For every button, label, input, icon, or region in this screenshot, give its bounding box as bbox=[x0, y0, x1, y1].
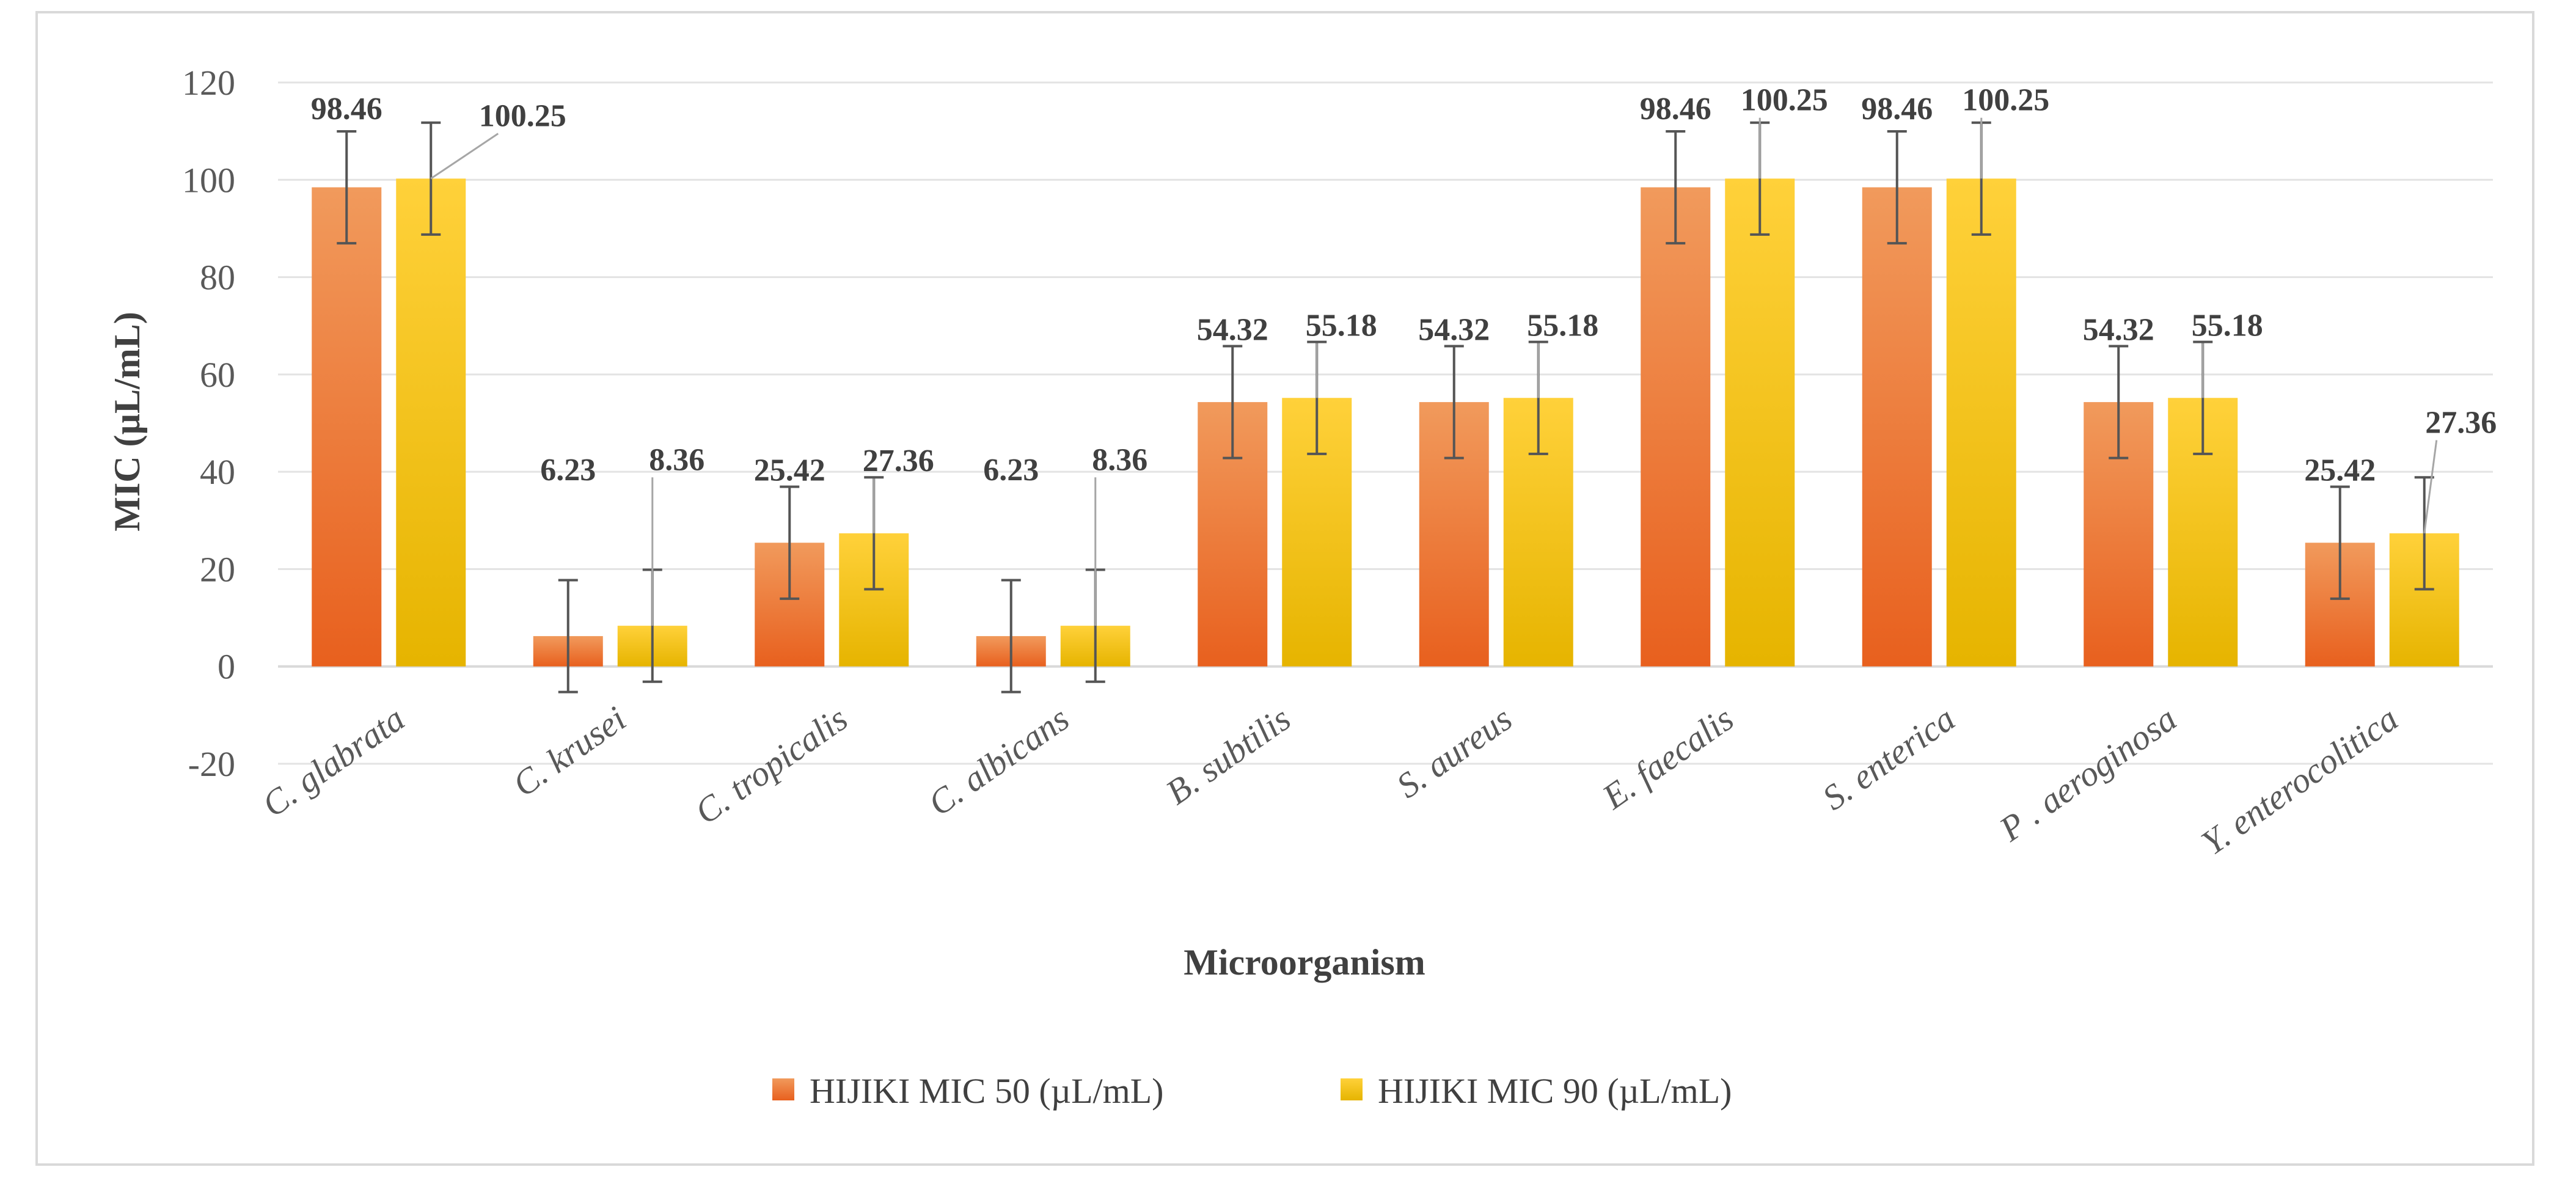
y-tick-label: 80 bbox=[200, 258, 235, 298]
error-bar-mic50-b-subtilis bbox=[1223, 345, 1243, 459]
bar-mic50-s-enterica bbox=[1862, 187, 1932, 667]
y-axis-title: MIC (µL/mL) bbox=[107, 312, 147, 532]
error-bar-mic50-c-albicans bbox=[1001, 579, 1021, 693]
data-label-mic90-c-krusei: 8.36 bbox=[649, 442, 704, 477]
x-category-b-subtilis: B. subtilis bbox=[1158, 698, 1297, 812]
data-label-mic50-c-krusei: 6.23 bbox=[540, 453, 596, 488]
x-category-c-tropicalis: C. tropicalis bbox=[688, 698, 855, 832]
error-bar-mic50-e-faecalis bbox=[1666, 130, 1686, 245]
legend-swatch-mic50 bbox=[772, 1078, 794, 1100]
data-label-mic90-c-glabrata: 100.25 bbox=[479, 99, 566, 134]
x-category-c-krusei: C. krusei bbox=[505, 698, 633, 804]
data-label-mic90-s-enterica: 100.25 bbox=[1962, 83, 2049, 118]
leader-line-mic90-c-glabrata bbox=[430, 133, 499, 180]
data-label-mic50-s-enterica: 98.46 bbox=[1861, 92, 1933, 126]
data-label-mic50-b-subtilis: 54.32 bbox=[1197, 313, 1268, 348]
bar-mic90-e-faecalis bbox=[1725, 178, 1795, 667]
legend: HIJIKI MIC 50 (µL/mL) HIJIKI MIC 90 (µL/… bbox=[772, 1071, 1732, 1111]
data-label-mic90-p-aeroginosa: 55.18 bbox=[2192, 309, 2263, 343]
data-label-mic90-s-aureus: 55.18 bbox=[1527, 309, 1598, 343]
error-bar-mic50-s-enterica bbox=[1887, 130, 1907, 245]
error-bar-mic50-c-tropicalis bbox=[780, 485, 800, 600]
data-label-mic50-p-aeroginosa: 54.32 bbox=[2083, 313, 2154, 348]
x-category-c-albicans: C. albicans bbox=[921, 698, 1076, 824]
x-category-s-aureus: S. aureus bbox=[1389, 698, 1519, 806]
error-bar-mic50-p-aeroginosa bbox=[2109, 345, 2129, 459]
y-tick-label: 0 bbox=[218, 647, 235, 687]
x-axis-categories: C. glabrata C. krusei C. tropicalis C. albi… bbox=[255, 698, 2405, 863]
x-category-s-enterica: S. enterica bbox=[1815, 698, 1962, 818]
y-axis-ticks: -20 0 20 40 60 80 100 120 bbox=[182, 63, 235, 784]
bar-mic90-s-enterica bbox=[1946, 178, 2016, 667]
data-label-mic50-c-tropicalis: 25.42 bbox=[754, 453, 825, 488]
error-bar-mic50-s-aureus bbox=[1444, 345, 1464, 459]
data-label-mic90-c-tropicalis: 27.36 bbox=[863, 444, 934, 478]
x-category-e-faecalis: E. faecalis bbox=[1595, 698, 1741, 817]
x-category-y-enterocolitica: Y. enterocolitica bbox=[2194, 698, 2405, 863]
y-tick-label: -20 bbox=[188, 744, 235, 784]
y-tick-label: 120 bbox=[182, 63, 235, 103]
data-label-mic90-e-faecalis: 100.25 bbox=[1741, 83, 1828, 118]
bar-mic50-c-glabrata bbox=[312, 187, 382, 667]
x-category-c-glabrata: C. glabrata bbox=[255, 698, 411, 825]
error-bar-mic50-y-enterocolitica bbox=[2330, 485, 2350, 600]
y-tick-label: 60 bbox=[200, 355, 235, 395]
data-label-mic90-y-enterocolitica: 27.36 bbox=[2425, 405, 2497, 440]
bars bbox=[312, 178, 2459, 667]
data-label-mic50-y-enterocolitica: 25.42 bbox=[2304, 453, 2376, 488]
legend-swatch-mic90 bbox=[1341, 1078, 1363, 1100]
label-leader-lines bbox=[430, 117, 2438, 626]
error-bar-mic50-c-glabrata bbox=[337, 130, 357, 245]
bar-mic90-c-glabrata bbox=[396, 178, 466, 667]
y-tick-label: 20 bbox=[200, 549, 235, 589]
x-category-p-aeroginosa: P . aeroginosa bbox=[1992, 698, 2184, 849]
x-axis-title: Microorganism bbox=[1184, 942, 1425, 982]
y-tick-label: 40 bbox=[200, 452, 235, 492]
data-labels: 98.46 100.25 6.23 8.36 25.42 27.36 6.23 8.36 54.… bbox=[311, 83, 2497, 488]
bar-mic50-e-faecalis bbox=[1641, 187, 1711, 667]
data-label-mic50-c-glabrata: 98.46 bbox=[311, 92, 382, 126]
data-label-mic50-c-albicans: 6.23 bbox=[983, 453, 1039, 488]
data-label-mic50-s-aureus: 54.32 bbox=[1418, 313, 1490, 348]
legend-label-mic50: HIJIKI MIC 50 (µL/mL) bbox=[810, 1071, 1164, 1111]
data-label-mic90-c-albicans: 8.36 bbox=[1092, 442, 1147, 477]
data-label-mic90-b-subtilis: 55.18 bbox=[1306, 309, 1377, 343]
data-label-mic50-e-faecalis: 98.46 bbox=[1640, 92, 1711, 126]
gridlines bbox=[278, 81, 2493, 765]
error-bar-mic50-c-krusei bbox=[558, 579, 578, 693]
y-tick-label: 100 bbox=[182, 160, 235, 200]
legend-label-mic90: HIJIKI MIC 90 (µL/mL) bbox=[1378, 1071, 1732, 1111]
leader-line-mic90-y-enterocolitica bbox=[2423, 440, 2438, 534]
